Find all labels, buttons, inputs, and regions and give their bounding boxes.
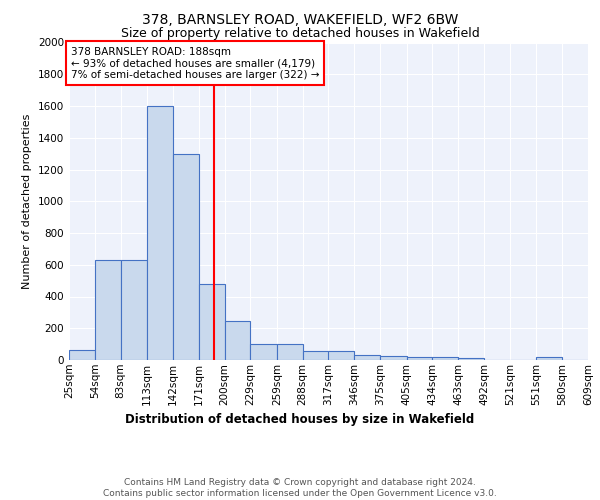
Bar — [95, 260, 121, 360]
Bar — [250, 344, 277, 360]
Text: Distribution of detached houses by size in Wakefield: Distribution of detached houses by size … — [125, 412, 475, 426]
Bar — [329, 352, 354, 360]
Text: Contains HM Land Registry data © Crown copyright and database right 2024.
Contai: Contains HM Land Registry data © Crown c… — [103, 478, 497, 498]
Bar — [433, 357, 458, 360]
Y-axis label: Number of detached properties: Number of detached properties — [22, 114, 32, 289]
Text: 378 BARNSLEY ROAD: 188sqm
← 93% of detached houses are smaller (4,179)
7% of sem: 378 BARNSLEY ROAD: 188sqm ← 93% of detac… — [71, 46, 319, 80]
Bar — [458, 358, 484, 360]
Bar — [199, 284, 224, 360]
Bar — [224, 321, 250, 360]
Bar — [303, 352, 329, 360]
Bar — [536, 357, 562, 360]
Bar — [407, 357, 433, 360]
Text: Size of property relative to detached houses in Wakefield: Size of property relative to detached ho… — [121, 28, 479, 40]
Bar — [147, 106, 173, 360]
Bar — [121, 260, 147, 360]
Text: 378, BARNSLEY ROAD, WAKEFIELD, WF2 6BW: 378, BARNSLEY ROAD, WAKEFIELD, WF2 6BW — [142, 12, 458, 26]
Bar — [380, 356, 407, 360]
Bar — [354, 355, 380, 360]
Bar — [69, 350, 95, 360]
Bar — [173, 154, 199, 360]
Bar — [277, 344, 303, 360]
